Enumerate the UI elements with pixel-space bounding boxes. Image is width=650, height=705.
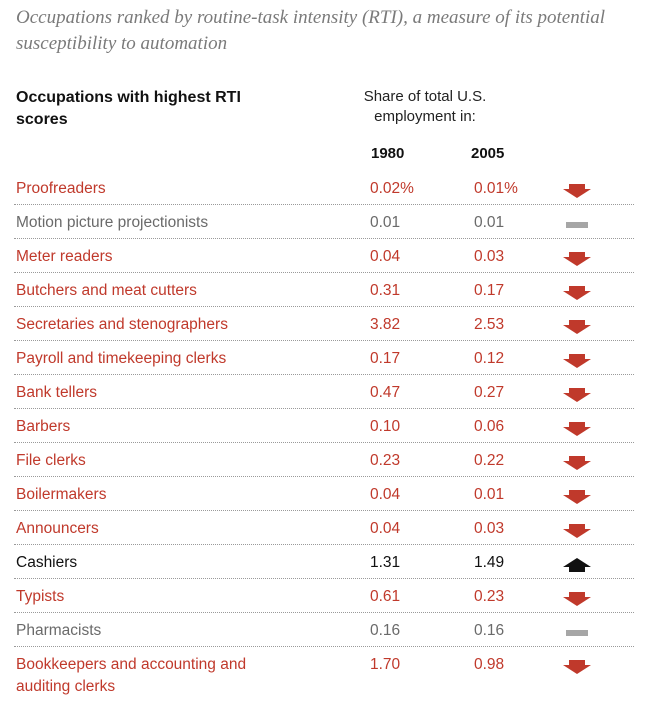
trend-down-icon — [563, 286, 591, 300]
value-2005: 0.17 — [474, 282, 505, 299]
occupation-name: Proofreaders — [16, 180, 106, 197]
value-2005: 0.06 — [474, 418, 505, 435]
trend-marker — [563, 320, 591, 334]
trend-down-icon — [563, 422, 591, 436]
value-1980: 0.17 — [370, 350, 401, 367]
value-2005: 0.01 — [474, 214, 505, 231]
value-1980: 0.23 — [370, 452, 401, 469]
table-row: Bank tellers 0.47 0.27 — [14, 374, 634, 409]
trend-marker — [563, 422, 591, 436]
table-row: Proofreaders 0.02% 0.01% — [14, 170, 634, 205]
value-2005: 1.49 — [474, 554, 505, 571]
value-1980: 0.16 — [370, 622, 401, 639]
table-row: Secretaries and stenographers 3.82 2.53 — [14, 306, 634, 341]
value-1980: 0.61 — [370, 588, 401, 605]
value-2005: 0.98 — [474, 656, 505, 673]
value-2005: 0.27 — [474, 384, 505, 401]
value-1980: 3.82 — [370, 316, 401, 333]
trend-marker — [563, 558, 591, 572]
value-2005: 0.03 — [474, 248, 505, 265]
trend-down-icon — [563, 354, 591, 368]
table-row: Bookkeepers and accounting and auditing … — [14, 646, 634, 696]
value-1980: 0.02% — [370, 180, 414, 197]
occupation-name: Pharmacists — [16, 622, 102, 639]
value-1980: 1.31 — [370, 554, 401, 571]
trend-marker — [563, 490, 591, 504]
value-1980: 0.01 — [370, 214, 401, 231]
table-row: Announcers 0.04 0.03 — [14, 510, 634, 545]
trend-marker — [563, 524, 591, 538]
value-2005: 0.01 — [474, 486, 505, 503]
trend-flat-icon — [566, 222, 588, 228]
table-row: Typists 0.61 0.23 — [14, 578, 634, 613]
value-2005: 0.23 — [474, 588, 505, 605]
value-2005: 0.01% — [474, 180, 518, 197]
occupation-name: Motion picture projectionists — [16, 214, 209, 231]
trend-marker — [563, 184, 591, 198]
table-row: Motion picture projectionists 0.01 0.01 — [14, 204, 634, 239]
trend-down-icon — [563, 592, 591, 606]
occupation-name: Payroll and timekeeping clerks — [16, 350, 227, 367]
trend-down-icon — [563, 660, 591, 674]
trend-down-icon — [563, 252, 591, 266]
trend-marker — [563, 286, 591, 300]
table-row: Pharmacists 0.16 0.16 — [14, 612, 634, 647]
value-1980: 0.04 — [370, 248, 401, 265]
trend-down-icon — [563, 490, 591, 504]
table-row: Butchers and meat cutters 0.31 0.17 — [14, 272, 634, 307]
value-1980: 1.70 — [370, 656, 401, 673]
value-1980: 0.10 — [370, 418, 401, 435]
table-row: Boilermakers 0.04 0.01 — [14, 476, 634, 511]
value-2005: 0.16 — [474, 622, 505, 639]
occupation-name: Typists — [16, 588, 65, 605]
occupation-name: Bank tellers — [16, 384, 97, 401]
value-2005: 0.22 — [474, 452, 505, 469]
occupation-name: Bookkeepers and accounting and auditing … — [16, 656, 247, 695]
trend-marker — [563, 252, 591, 266]
occupation-name: Cashiers — [16, 554, 78, 571]
table-row: Barbers 0.10 0.06 — [14, 408, 634, 443]
trend-down-icon — [563, 320, 591, 334]
value-1980: 0.47 — [370, 384, 401, 401]
value-2005: 2.53 — [474, 316, 505, 333]
occupation-name: Meter readers — [16, 248, 113, 265]
trend-down-icon — [563, 524, 591, 538]
table-row: Meter readers 0.04 0.03 — [14, 238, 634, 273]
chart-title: Occupations ranked by routine-task inten… — [16, 7, 606, 54]
trend-down-icon — [563, 456, 591, 470]
trend-marker — [566, 222, 588, 228]
occupation-name: File clerks — [16, 452, 86, 469]
table-row: Cashiers 1.31 1.49 — [14, 544, 634, 579]
trend-up-icon — [563, 558, 591, 572]
trend-marker — [563, 354, 591, 368]
trend-flat-icon — [566, 630, 588, 636]
occupation-name: Boilermakers — [16, 486, 107, 503]
occupation-name: Secretaries and stenographers — [16, 316, 228, 333]
value-2005: 0.03 — [474, 520, 505, 537]
value-1980: 0.04 — [370, 520, 401, 537]
value-1980: 0.31 — [370, 282, 401, 299]
trend-marker — [563, 388, 591, 402]
occupation-name: Barbers — [16, 418, 71, 435]
share-column-header: Share of total U.S. employment in: — [363, 88, 487, 125]
value-2005: 0.12 — [474, 350, 505, 367]
trend-marker — [563, 592, 591, 606]
table-row: Payroll and timekeeping clerks 0.17 0.12 — [14, 340, 634, 375]
occupations-column-header: Occupations with highest RTI scores — [16, 89, 241, 128]
occupation-name: Announcers — [16, 520, 99, 537]
trend-down-icon — [563, 388, 591, 402]
year-1980-header: 1980 — [371, 145, 405, 162]
trend-marker — [566, 630, 588, 636]
year-2005-header: 2005 — [471, 145, 505, 162]
table-row: File clerks 0.23 0.22 — [14, 442, 634, 477]
trend-marker — [563, 456, 591, 470]
trend-down-icon — [563, 184, 591, 198]
trend-marker — [563, 660, 591, 674]
value-1980: 0.04 — [370, 486, 401, 503]
occupation-name: Butchers and meat cutters — [16, 282, 197, 299]
